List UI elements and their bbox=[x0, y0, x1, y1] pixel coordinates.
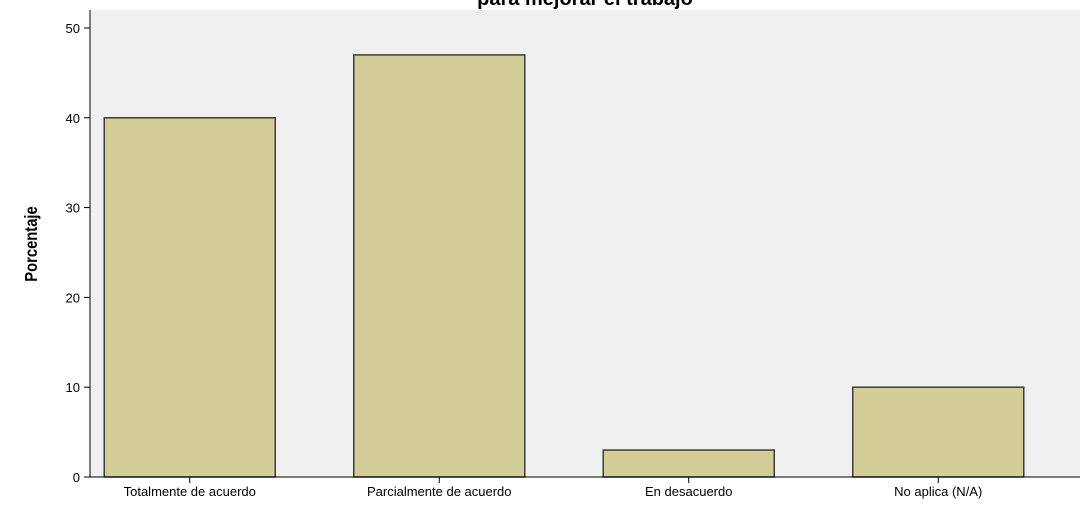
y-tick-label: 20 bbox=[66, 290, 80, 305]
y-tick-label: 50 bbox=[66, 21, 80, 36]
bar-en-desacuerdo bbox=[602, 449, 775, 478]
x-tick-label: Parcialmente de acuerdo bbox=[367, 484, 512, 499]
y-tick-label: 0 bbox=[73, 470, 80, 485]
bar-parcialmente-de-acuerdo bbox=[353, 54, 526, 478]
chart-title: para mejorar el trabajo bbox=[90, 0, 1080, 11]
y-axis-label: Porcentaje bbox=[22, 206, 42, 281]
y-tick-label: 30 bbox=[66, 201, 80, 216]
bar-totalmente-de-acuerdo bbox=[103, 117, 276, 478]
y-tick-label: 40 bbox=[66, 111, 80, 126]
y-axis: 0 10 20 30 40 50 bbox=[66, 10, 91, 485]
x-tick-label: No aplica (N/A) bbox=[894, 484, 982, 499]
x-tick-label: En desacuerdo bbox=[645, 484, 732, 499]
x-tick-label: Totalmente de acuerdo bbox=[124, 484, 256, 499]
y-tick-label: 10 bbox=[66, 380, 80, 395]
bar-no-aplica-n-a bbox=[852, 386, 1025, 478]
x-axis: Totalmente de acuerdo Parcialmente de acu… bbox=[90, 476, 1080, 499]
